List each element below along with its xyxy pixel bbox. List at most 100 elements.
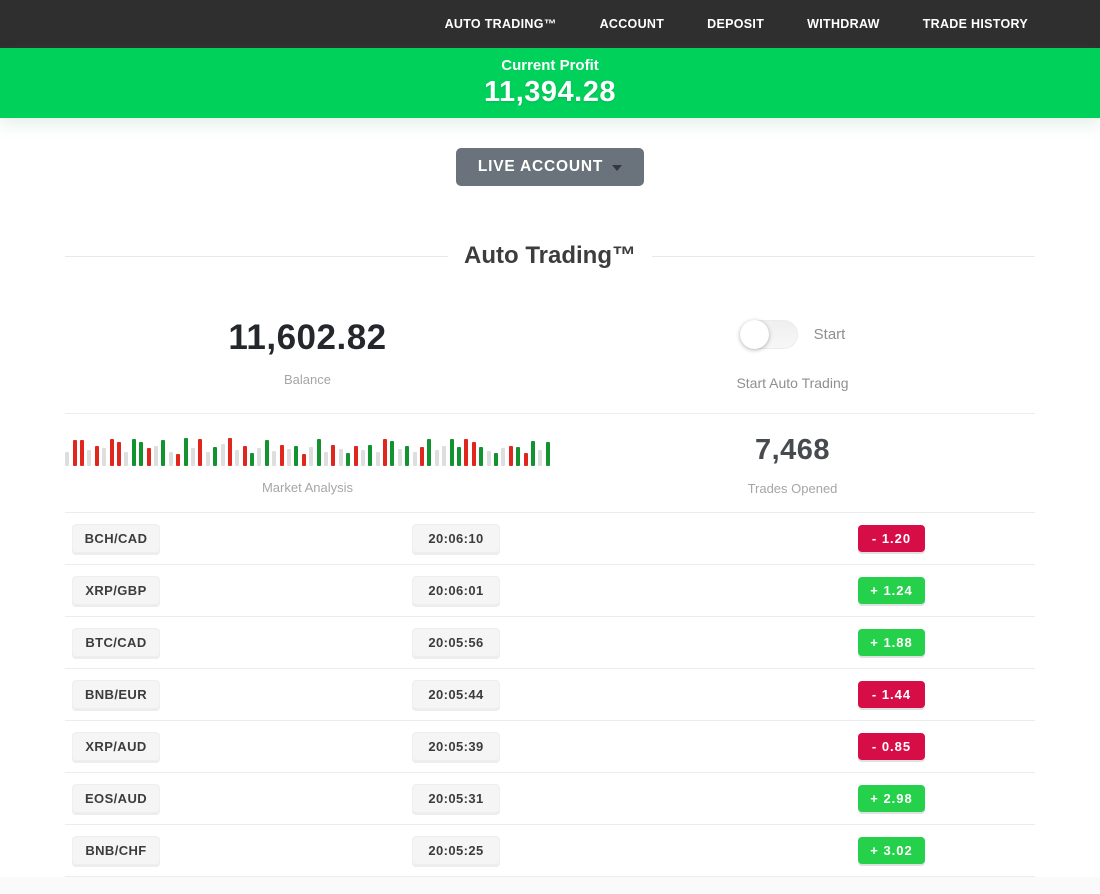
table-row: BNB/CHF 20:05:25 + 3.02 — [65, 825, 1035, 877]
candle-bar — [375, 451, 380, 466]
top-navbar: AUTO TRADING™ ACCOUNT DEPOSIT WITHDRAW TRADE… — [0, 0, 1100, 48]
live-account-dropdown[interactable]: LIVE ACCOUNT — [455, 148, 645, 186]
candle-bar — [65, 451, 70, 466]
candle-bar — [493, 452, 498, 466]
start-auto-trading-caption: Start Auto Trading — [736, 375, 849, 391]
chevron-down-icon — [612, 165, 623, 171]
candle-bar — [457, 446, 461, 466]
nav-item-deposit[interactable]: DEPOSIT — [707, 17, 765, 31]
table-row: BNB/EUR 20:05:44 - 1.44 — [65, 669, 1035, 721]
candle-bar — [264, 439, 269, 466]
candle-bar — [323, 451, 328, 466]
candle-bar — [464, 438, 469, 466]
nav-item-trade-history[interactable]: TRADE HISTORY — [922, 17, 1028, 31]
candle-bar — [198, 438, 203, 466]
candle-bar — [486, 450, 491, 466]
candle-bar — [309, 446, 314, 466]
candle-bar — [176, 453, 181, 466]
heading-rule-left — [65, 255, 449, 257]
candle-bar — [368, 444, 373, 466]
pair-badge: BCH/CAD — [72, 524, 160, 553]
candle-bar — [479, 446, 484, 466]
next-row-peek — [0, 877, 1100, 894]
candle-bar — [272, 450, 277, 466]
candle-bar — [412, 451, 417, 466]
candle-bar — [131, 438, 136, 466]
time-badge: 20:06:10 — [412, 524, 500, 553]
result-badge: - 1.44 — [858, 681, 925, 708]
result-badge: + 1.24 — [858, 577, 925, 604]
candle-bar — [220, 443, 225, 466]
table-row: XRP/GBP 20:06:01 + 1.24 — [65, 565, 1035, 617]
pair-badge: BTC/CAD — [72, 628, 160, 657]
nav-item-withdraw[interactable]: WITHDRAW — [807, 17, 880, 31]
balance-block: 11,602.82 Balance — [65, 314, 550, 391]
candle-bar — [316, 438, 321, 466]
candle-bar — [434, 449, 439, 466]
candle-bar — [301, 453, 306, 466]
time-badge: 20:05:44 — [412, 680, 500, 709]
candle-bar — [427, 438, 432, 466]
trades-list: BCH/CAD 20:06:10 - 1.20 XRP/GBP 20:06:01… — [65, 513, 1035, 877]
candle-bar — [109, 438, 114, 466]
pair-badge: BNB/EUR — [72, 680, 160, 709]
section-heading: Auto Trading™ — [65, 242, 1036, 270]
toggle-knob-icon — [739, 320, 769, 349]
pair-badge: EOS/AUD — [72, 784, 160, 813]
candle-bar — [449, 438, 454, 466]
current-profit-label: Current Profit — [501, 57, 599, 74]
candle-bar — [72, 439, 77, 466]
candle-bar — [279, 444, 284, 466]
candle-bar — [353, 445, 358, 466]
candle-bar — [102, 447, 107, 466]
result-badge: + 3.02 — [858, 837, 925, 864]
pair-badge: BNB/CHF — [72, 836, 160, 865]
table-row: EOS/AUD 20:05:31 + 2.98 — [65, 773, 1035, 825]
result-badge: - 0.85 — [858, 733, 925, 760]
market-analysis-block: Market Analysis — [65, 434, 550, 496]
candle-bar — [139, 441, 144, 466]
time-badge: 20:05:25 — [412, 836, 500, 865]
result-badge: - 1.20 — [858, 525, 925, 552]
nav-item-auto-trading[interactable]: AUTO TRADING™ — [444, 17, 557, 31]
time-badge: 20:05:56 — [412, 628, 500, 657]
nav-item-account[interactable]: ACCOUNT — [599, 17, 665, 31]
candle-bar — [94, 445, 99, 466]
candle-bar — [538, 449, 543, 466]
start-auto-trading-toggle[interactable] — [739, 320, 798, 349]
candle-bar — [146, 447, 151, 466]
time-badge: 20:06:01 — [412, 576, 500, 605]
table-row: BCH/CAD 20:06:10 - 1.20 — [65, 513, 1035, 565]
candle-bar — [124, 451, 129, 466]
pair-badge: XRP/GBP — [72, 576, 160, 605]
candle-bar — [442, 445, 447, 466]
balance-value: 11,602.82 — [228, 318, 387, 357]
time-badge: 20:05:31 — [412, 784, 500, 813]
candle-bar — [153, 445, 158, 466]
candle-bar — [523, 452, 528, 466]
current-profit-banner: Current Profit 11,394.28 — [0, 48, 1100, 118]
candle-bar — [242, 445, 247, 466]
trades-opened-block: 7,468 Trades Opened — [550, 434, 1035, 496]
candle-bar — [405, 445, 410, 466]
candle-bar — [250, 452, 255, 466]
current-profit-value: 11,394.28 — [484, 76, 616, 108]
candle-bar — [257, 447, 262, 466]
candle-bar — [360, 449, 365, 466]
candle-bar — [390, 440, 395, 466]
candle-bar — [331, 444, 336, 466]
candle-bar — [117, 441, 122, 466]
page-title: Auto Trading™ — [464, 242, 636, 269]
candle-bar — [397, 448, 402, 466]
candle-bar — [227, 437, 232, 466]
candle-bar — [161, 439, 166, 466]
balance-label: Balance — [284, 372, 331, 387]
candle-bar — [501, 447, 506, 466]
candle-bar — [205, 451, 210, 466]
market-analysis-chart — [65, 436, 550, 466]
candle-bar — [235, 449, 240, 466]
candle-bar — [516, 446, 521, 466]
candle-bar — [545, 441, 550, 466]
candle-bar — [294, 445, 299, 466]
pair-badge: XRP/AUD — [72, 732, 160, 761]
